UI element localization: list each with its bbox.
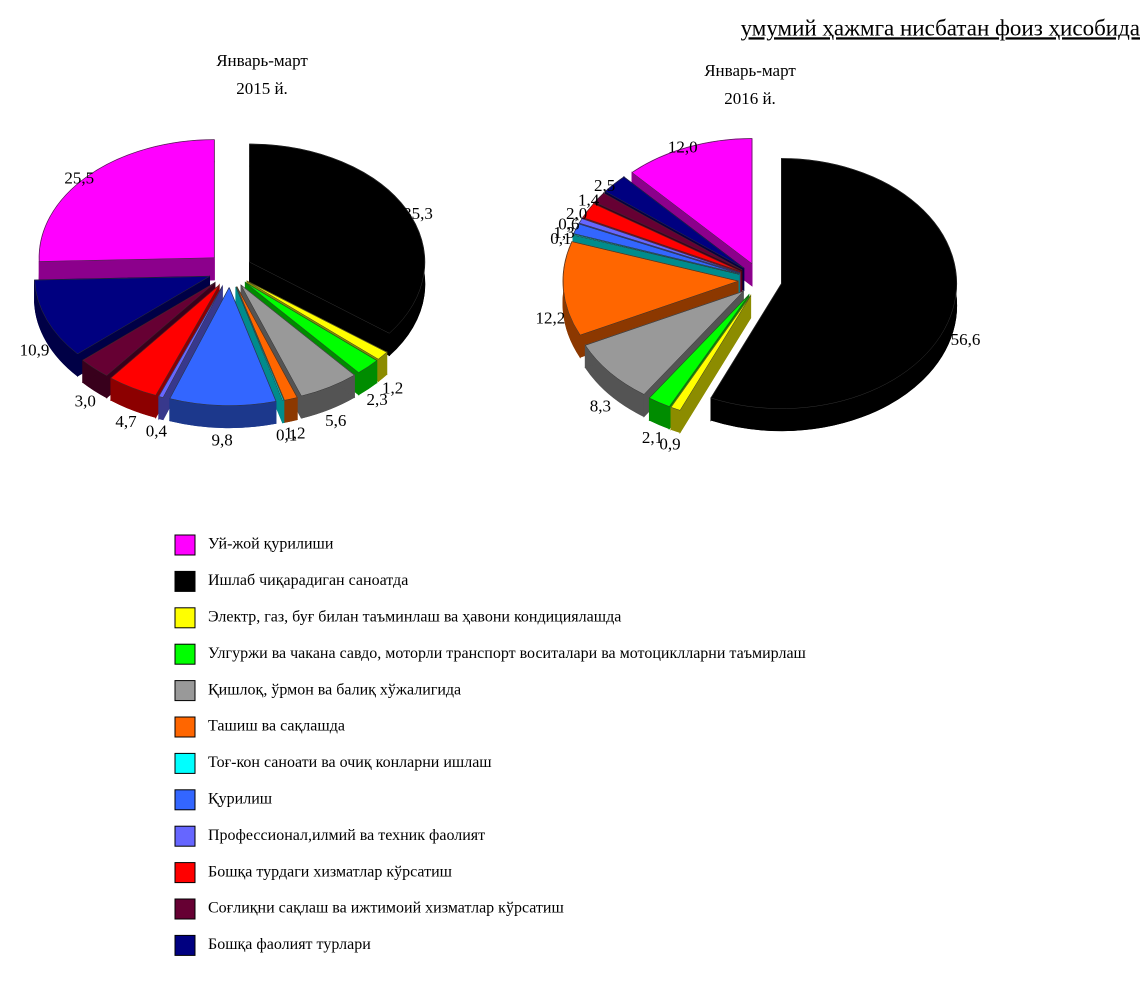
data-label: 5,6 bbox=[325, 411, 346, 430]
slice-top bbox=[710, 158, 957, 409]
slice-top bbox=[578, 218, 741, 273]
legend-swatch bbox=[174, 716, 196, 738]
slice-top bbox=[573, 223, 740, 274]
legend-swatch bbox=[174, 643, 196, 665]
slice bbox=[38, 139, 215, 284]
data-label: 0,9 bbox=[659, 434, 680, 453]
data-label: 12,2 bbox=[536, 308, 566, 327]
legend-swatch bbox=[174, 534, 196, 556]
data-label: 2,5 bbox=[594, 176, 615, 195]
slice-top bbox=[82, 282, 216, 376]
data-label: 1,4 bbox=[578, 190, 600, 209]
slice-top bbox=[236, 286, 298, 401]
data-label: 25,5 bbox=[64, 168, 94, 187]
slice-top bbox=[605, 176, 744, 269]
slice-top bbox=[670, 295, 751, 411]
legend-swatch bbox=[174, 752, 196, 774]
legend-swatch bbox=[174, 862, 196, 884]
legend-label: Ишлаб чиқарадиган саноатда bbox=[208, 572, 408, 589]
slice-top bbox=[631, 138, 753, 265]
data-label: 8,3 bbox=[590, 396, 611, 415]
slice-top bbox=[158, 286, 223, 398]
legend-label: Электр, газ, буғ билан таъминлаш ва ҳаво… bbox=[208, 608, 621, 625]
slice-top bbox=[572, 233, 740, 275]
legend-label: Бошқа фаолият турлари bbox=[208, 936, 371, 953]
data-label: 12,0 bbox=[668, 137, 698, 156]
pie-title: Январь-март bbox=[216, 51, 308, 70]
legend-label: Қишлоқ, ўрмон ва балиқ хўжалигида bbox=[208, 681, 461, 698]
data-label: 4,7 bbox=[115, 412, 137, 431]
legend-swatch bbox=[174, 934, 196, 956]
legend-swatch bbox=[174, 789, 196, 811]
pie-subtitle: 2016 й. bbox=[724, 89, 776, 108]
slice bbox=[710, 158, 958, 432]
slice bbox=[169, 287, 277, 429]
slice-top bbox=[169, 287, 277, 406]
slice bbox=[562, 241, 740, 359]
legend-swatch bbox=[174, 898, 196, 920]
slice-top bbox=[562, 241, 739, 336]
chart-title: умумий ҳажмга нисбатан фоиз ҳисобида bbox=[741, 15, 1140, 40]
data-label: 2,3 bbox=[366, 390, 387, 409]
legend-label: Қурилиш bbox=[208, 790, 273, 807]
slice-top bbox=[582, 203, 741, 272]
slice-top bbox=[235, 286, 285, 401]
slice-top bbox=[39, 139, 215, 262]
slice-top bbox=[249, 143, 425, 334]
data-label: 1,3 bbox=[553, 223, 574, 242]
legend-swatch bbox=[174, 825, 196, 847]
pie-subtitle: 2015 й. bbox=[236, 79, 288, 98]
data-label: 56,6 bbox=[951, 330, 981, 349]
data-label: 0,6 bbox=[558, 215, 579, 234]
legend-label: Бошқа турдаги хизматлар кўрсатиш bbox=[208, 863, 453, 880]
data-label: 10,9 bbox=[20, 341, 50, 360]
legend-label: Тоғ-кон саноати ва очиқ конларни ишлаш bbox=[208, 754, 492, 771]
slice-top bbox=[34, 276, 211, 355]
data-label: 9,8 bbox=[211, 430, 232, 449]
slice-top bbox=[594, 192, 743, 271]
legend-swatch bbox=[174, 570, 196, 592]
data-label: 0,1 bbox=[550, 229, 571, 248]
slice-top bbox=[110, 285, 220, 396]
slice-top bbox=[240, 285, 355, 397]
slice-top bbox=[245, 282, 378, 373]
data-label: 1,2 bbox=[382, 378, 403, 397]
slice bbox=[249, 143, 426, 357]
slice bbox=[670, 294, 752, 435]
data-label: 0,4 bbox=[146, 422, 168, 441]
legend-label: Улгуржи ва чакана савдо, моторли транспо… bbox=[208, 645, 807, 662]
data-label: 2,1 bbox=[642, 428, 663, 447]
data-label: 1,2 bbox=[284, 424, 305, 443]
data-label: 3,0 bbox=[75, 392, 96, 411]
legend-swatch bbox=[174, 607, 196, 629]
legend-label: Профессионал,илмий ва техник фаолият bbox=[208, 827, 485, 844]
data-label: 0,1 bbox=[276, 425, 297, 444]
legend-label: Уй-жой қурилиши bbox=[208, 536, 334, 553]
slice-top bbox=[649, 294, 749, 407]
data-label: 2,0 bbox=[566, 204, 587, 223]
pie-title: Январь-март bbox=[704, 61, 796, 80]
legend-label: Ташиш ва сақлашда bbox=[208, 718, 345, 735]
slice-top bbox=[246, 280, 388, 360]
legend-label: Соғлиқни сақлаш ва ижтимоий хизматлар кў… bbox=[208, 900, 564, 917]
slice-top bbox=[585, 291, 744, 395]
legend-swatch bbox=[174, 680, 196, 702]
data-label: 35,3 bbox=[403, 204, 433, 223]
